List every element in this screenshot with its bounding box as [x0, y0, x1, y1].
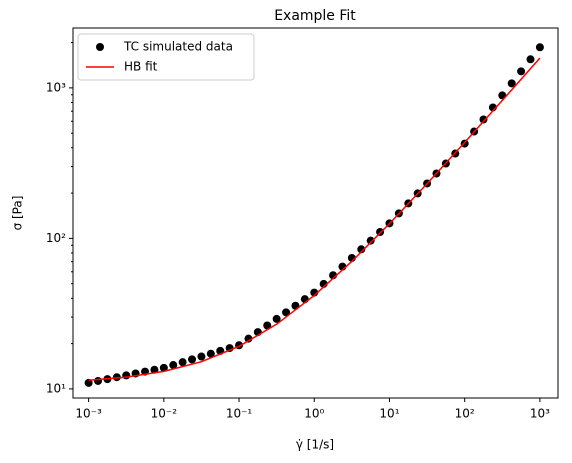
x-tick-label: 10⁻¹ — [226, 407, 253, 421]
data-point — [94, 376, 103, 385]
data-point — [244, 334, 253, 343]
data-point — [206, 349, 215, 358]
data-point — [517, 67, 526, 76]
y-tick-label: 10² — [46, 231, 66, 245]
x-tick-label: 10² — [455, 407, 475, 421]
data-point — [188, 355, 197, 364]
legend-label: TC simulated data — [123, 40, 233, 54]
data-point — [357, 245, 366, 254]
data-point — [526, 55, 535, 64]
data-point — [535, 43, 544, 52]
plot-frame — [72, 27, 559, 399]
data-point — [197, 352, 206, 361]
data-point — [507, 79, 516, 88]
data-point — [169, 361, 178, 370]
data-point — [272, 314, 281, 323]
y-axis-label: σ [Pa] — [11, 196, 25, 231]
y-tick-label: 10³ — [46, 80, 66, 94]
data-point — [159, 363, 168, 372]
x-tick-label: 10⁻² — [151, 407, 178, 421]
x-tick-label: 10¹ — [379, 407, 399, 421]
x-tick-label: 10⁻³ — [75, 407, 102, 421]
data-point — [263, 321, 272, 330]
legend-box — [77, 33, 255, 81]
fit-line — [88, 57, 541, 382]
data-point — [178, 358, 187, 367]
x-axis-label: γ̇ [1/s] — [296, 438, 334, 452]
data-point — [282, 308, 291, 317]
x-tick-label: 10³ — [530, 407, 550, 421]
chart-title: Example Fit — [274, 8, 356, 24]
data-point — [150, 365, 159, 374]
data-point — [122, 371, 131, 380]
legend-marker — [96, 43, 104, 51]
legend-label: HB fit — [124, 60, 158, 74]
y-tick-label: 10¹ — [46, 381, 66, 395]
data-point — [84, 378, 93, 387]
data-point — [479, 115, 488, 124]
x-tick-label: 10⁰ — [304, 407, 324, 421]
data-point — [366, 236, 375, 245]
